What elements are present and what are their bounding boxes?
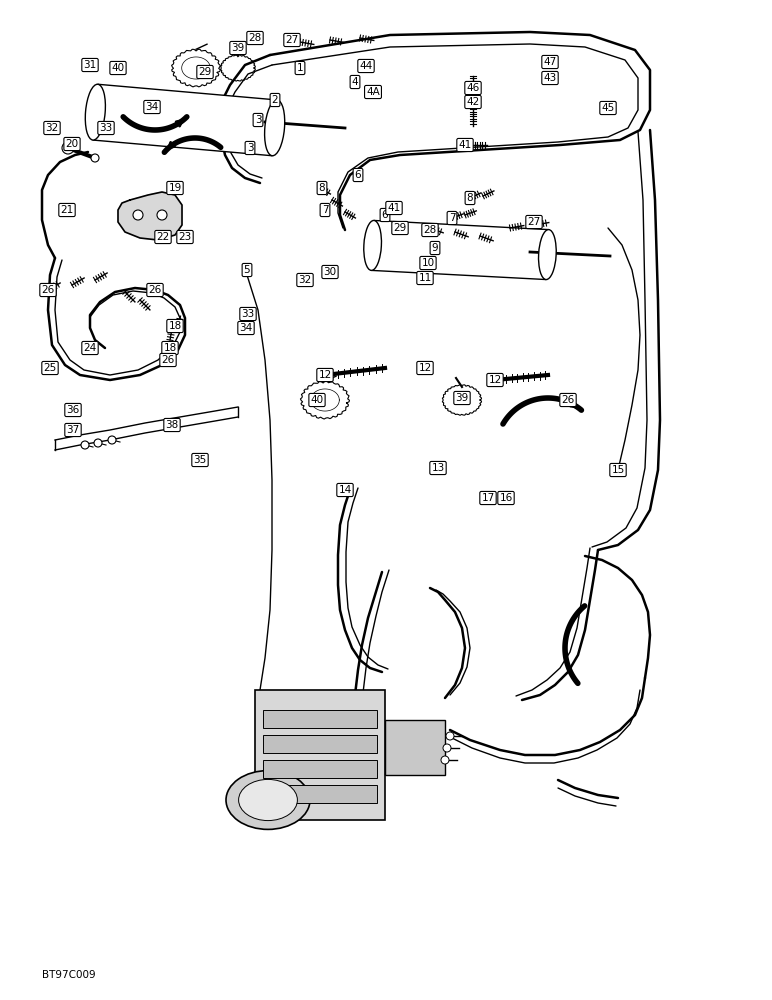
Text: 18: 18 — [168, 321, 181, 331]
Ellipse shape — [539, 230, 556, 280]
Text: 10: 10 — [422, 258, 435, 268]
Text: 32: 32 — [46, 123, 59, 133]
Text: 26: 26 — [148, 285, 161, 295]
Text: 11: 11 — [418, 273, 432, 283]
Text: 27: 27 — [527, 217, 540, 227]
Text: 33: 33 — [242, 309, 255, 319]
Text: 30: 30 — [323, 267, 337, 277]
Text: 15: 15 — [611, 465, 625, 475]
Polygon shape — [385, 720, 445, 775]
Text: 31: 31 — [83, 60, 96, 70]
Text: 7: 7 — [449, 213, 455, 223]
Polygon shape — [255, 690, 385, 820]
Text: 34: 34 — [239, 323, 252, 333]
Polygon shape — [371, 220, 549, 280]
Polygon shape — [263, 760, 377, 778]
Text: 40: 40 — [310, 395, 323, 405]
Text: 44: 44 — [360, 61, 373, 71]
Text: 3: 3 — [255, 115, 261, 125]
Text: 32: 32 — [298, 275, 312, 285]
Text: 29: 29 — [198, 67, 212, 77]
Polygon shape — [263, 735, 377, 753]
Text: 4: 4 — [352, 77, 358, 87]
Text: 39: 39 — [232, 43, 245, 53]
Text: 2: 2 — [272, 95, 279, 105]
Text: 22: 22 — [157, 232, 170, 242]
Ellipse shape — [364, 220, 381, 270]
Text: 5: 5 — [244, 265, 250, 275]
Text: 39: 39 — [455, 393, 469, 403]
Text: 18: 18 — [164, 343, 177, 353]
Text: 13: 13 — [432, 463, 445, 473]
Circle shape — [81, 441, 89, 449]
Text: 12: 12 — [489, 375, 502, 385]
Circle shape — [443, 744, 451, 752]
Text: 41: 41 — [459, 140, 472, 150]
Text: 26: 26 — [42, 285, 55, 295]
Circle shape — [62, 142, 74, 154]
Ellipse shape — [265, 100, 285, 156]
Text: 26: 26 — [161, 355, 174, 365]
Text: 26: 26 — [561, 395, 574, 405]
Text: 19: 19 — [168, 183, 181, 193]
Text: 45: 45 — [601, 103, 615, 113]
Text: 35: 35 — [193, 455, 207, 465]
Text: 9: 9 — [432, 243, 438, 253]
Text: 46: 46 — [466, 83, 479, 93]
Text: 20: 20 — [66, 139, 79, 149]
Text: 37: 37 — [66, 425, 80, 435]
Circle shape — [441, 756, 449, 764]
Text: 3: 3 — [247, 143, 253, 153]
Text: 41: 41 — [388, 203, 401, 213]
Circle shape — [91, 154, 99, 162]
Ellipse shape — [239, 779, 297, 821]
Polygon shape — [118, 192, 182, 240]
Text: 34: 34 — [145, 102, 158, 112]
Text: 33: 33 — [100, 123, 113, 133]
Text: 14: 14 — [338, 485, 351, 495]
Text: 16: 16 — [499, 493, 513, 503]
Text: 21: 21 — [60, 205, 73, 215]
Text: 23: 23 — [178, 232, 191, 242]
Text: 43: 43 — [543, 73, 557, 83]
Text: 24: 24 — [83, 343, 96, 353]
Text: 42: 42 — [466, 97, 479, 107]
Text: 38: 38 — [165, 420, 178, 430]
Text: 8: 8 — [467, 193, 473, 203]
Text: BT97C009: BT97C009 — [42, 970, 96, 980]
Text: 12: 12 — [418, 363, 432, 373]
Text: 12: 12 — [318, 370, 332, 380]
Polygon shape — [263, 710, 377, 728]
Text: 25: 25 — [43, 363, 56, 373]
Text: 40: 40 — [111, 63, 124, 73]
Ellipse shape — [85, 84, 106, 140]
Polygon shape — [93, 84, 277, 156]
Text: 28: 28 — [423, 225, 437, 235]
Text: 28: 28 — [249, 33, 262, 43]
Text: 1: 1 — [296, 63, 303, 73]
Text: 47: 47 — [543, 57, 557, 67]
Circle shape — [108, 436, 116, 444]
Circle shape — [94, 439, 102, 447]
Polygon shape — [263, 785, 377, 803]
Text: 8: 8 — [319, 183, 325, 193]
Text: 6: 6 — [381, 210, 388, 220]
Text: 29: 29 — [394, 223, 407, 233]
Circle shape — [446, 732, 454, 740]
Circle shape — [157, 210, 167, 220]
Text: 6: 6 — [354, 170, 361, 180]
Text: 36: 36 — [66, 405, 80, 415]
Circle shape — [133, 210, 143, 220]
Text: 27: 27 — [286, 35, 299, 45]
Text: 4A: 4A — [366, 87, 380, 97]
Ellipse shape — [226, 771, 310, 829]
Text: 7: 7 — [322, 205, 328, 215]
Text: 17: 17 — [482, 493, 495, 503]
